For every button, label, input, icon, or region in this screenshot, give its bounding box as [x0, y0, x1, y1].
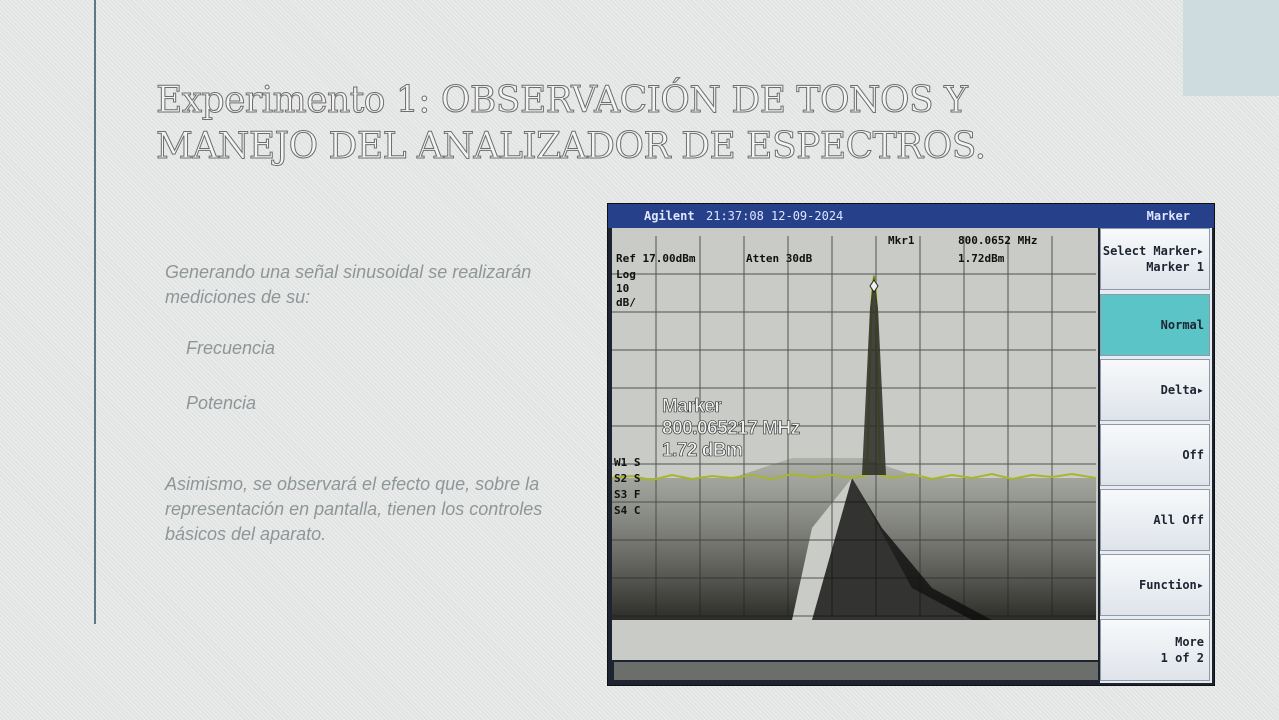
left-marker-2: S2 S	[614, 472, 641, 485]
softkey-label: All Off	[1153, 513, 1204, 527]
softkey-label: Normal	[1160, 318, 1204, 332]
slide-title: Experimento 1: OBSERVACIÓN DE TONOS Y MA…	[155, 78, 1036, 170]
softkey-function[interactable]: Function▸	[1100, 554, 1210, 616]
title-line-1: Experimento 1: OBSERVACIÓN DE TONOS Y	[155, 80, 968, 122]
analyzer-bottom-strip	[614, 662, 1098, 680]
bullet-power: Potencia	[186, 393, 257, 413]
datetime-label: 21:37:08 12-09-2024	[706, 209, 844, 223]
marker-readout-power: 1.72 dBm	[662, 440, 744, 462]
marker-readout-frequency: 800.065217 MHz	[662, 418, 801, 440]
left-marker-4: S4 C	[614, 504, 641, 517]
signal-peak	[862, 274, 886, 475]
left-marker-3: S3 F	[614, 488, 641, 501]
title-line-2: MANEJO DEL ANALIZADOR DE ESPECTROS.	[156, 126, 987, 168]
closing-text: Asimismo, se observará el efecto que, so…	[165, 474, 543, 544]
scale-unit-label: dB/	[616, 296, 636, 309]
noise-shadow	[612, 458, 1096, 620]
softkey-select-marker[interactable]: Select Marker▸ Marker 1	[1100, 228, 1210, 290]
softkey-sublabel: 1 of 2	[1160, 651, 1204, 665]
lower-shadow	[812, 478, 992, 620]
bullet-frequency: Frecuencia	[186, 338, 276, 358]
softkey-label: Delta▸	[1160, 383, 1204, 397]
scale-log-label: Log	[616, 268, 636, 281]
analyzer-screen: Ref 17.00dBm Atten 30dB Mkr1 800.0652 MH…	[612, 228, 1098, 660]
softkey-label: Select Marker▸	[1102, 244, 1204, 258]
spectrum-analyzer-photo: Agilent 21:37:08 12-09-2024 Marker	[608, 204, 1214, 685]
spectrum-display	[612, 228, 1098, 660]
softkey-more[interactable]: More 1 of 2	[1100, 619, 1210, 681]
softkey-label: Function▸	[1138, 578, 1204, 592]
marker-number-label: Mkr1	[888, 234, 915, 247]
scale-value-label: 10	[616, 282, 630, 295]
corner-decoration	[1183, 0, 1279, 96]
ref-level-label: Ref 17.00dBm	[616, 252, 696, 265]
left-marker-1: W1 S	[614, 456, 641, 469]
softkey-sublabel: Marker 1	[1146, 260, 1204, 274]
atten-label: Atten 30dB	[746, 252, 813, 265]
marker-diamond-icon	[869, 279, 879, 293]
softkey-panel: Select Marker▸ Marker 1 Normal Delta▸ Of…	[1100, 228, 1212, 683]
softkey-off[interactable]: Off	[1100, 424, 1210, 486]
marker-readout: Marker 800.065217 MHz 1.72 dBm	[662, 396, 801, 462]
softkey-label: Off	[1182, 448, 1204, 462]
left-accent-rule	[94, 0, 96, 624]
analyzer-status-bar: Agilent 21:37:08 12-09-2024 Marker	[608, 204, 1214, 228]
softkey-label: More	[1175, 635, 1204, 649]
softkey-all-off[interactable]: All Off	[1100, 489, 1210, 551]
marker-frequency-small: 800.0652 MHz	[958, 234, 1038, 247]
brand-label: Agilent	[644, 209, 695, 223]
softkey-delta[interactable]: Delta▸	[1100, 359, 1210, 421]
marker-readout-title: Marker	[662, 396, 722, 418]
marker-power-small: 1.72dBm	[958, 252, 1005, 265]
menu-title: Marker	[1146, 209, 1190, 223]
softkey-normal[interactable]: Normal	[1100, 294, 1210, 356]
intro-text: Generando una señal sinusoidal se realiz…	[165, 262, 532, 307]
